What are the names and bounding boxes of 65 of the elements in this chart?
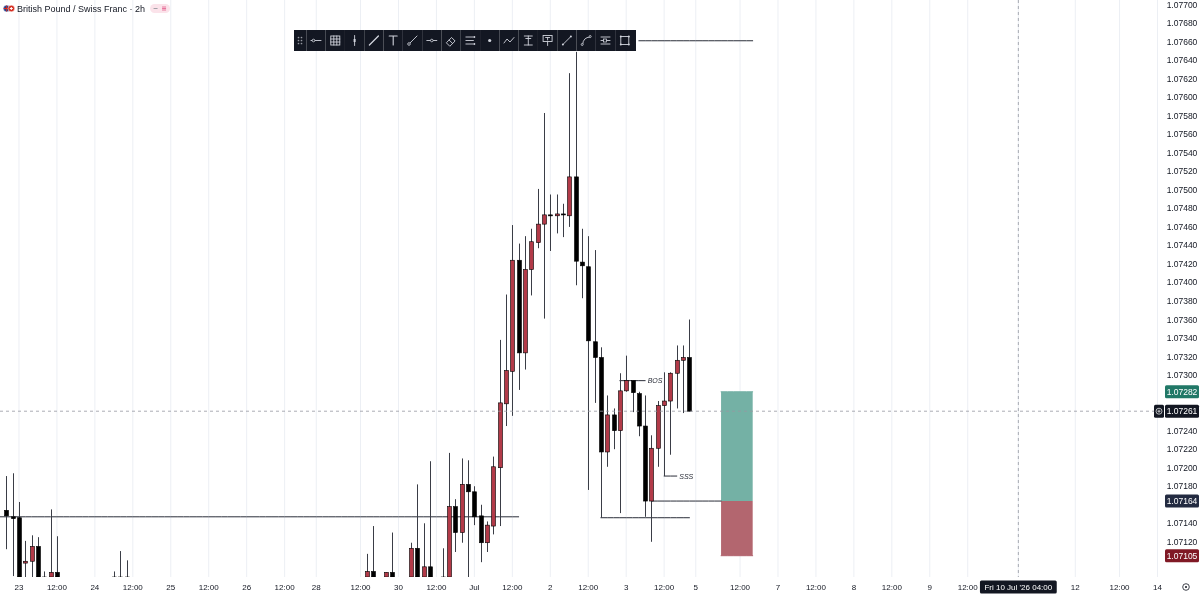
x-tick-label: 12:00 [881,582,903,592]
x-tick-label: 12:00 [654,582,675,592]
x-tick-label: 28 [311,582,322,592]
y-tick-label: 1.07420 [1166,258,1198,269]
x-tick-label: 3 [623,582,629,592]
y-tick-label: 1.07640 [1166,55,1198,66]
y-tick-label: 1.07200 [1166,462,1198,473]
y-tick-label: 1.07380 [1166,296,1198,306]
y-tick-label: 1.07560 [1166,129,1198,140]
x-tick-label: 12:00 [426,582,447,592]
x-tick-label: 12:00 [274,582,296,592]
y-tick-label: 1.07120 [1166,536,1198,547]
x-tick-label: 12:00 [957,582,979,592]
y-tick-label: 1.07480 [1166,203,1198,214]
y-tick-label: 1.07600 [1166,92,1198,103]
y-tick-label: 1.07164 [1166,496,1198,507]
y-tick-label: 1.07520 [1166,166,1198,177]
y-tick-label: 1.07320 [1166,351,1198,362]
y-tick-label: 1.07500 [1166,184,1198,195]
x-tick-label: 26 [242,582,252,592]
y-tick-label: 1.07105 [1166,550,1198,561]
y-tick-label: 1.07140 [1166,518,1198,529]
x-tick-label: 12:00 [46,582,68,592]
y-tick-label: 1.07180 [1166,481,1198,492]
y-tick-label: 1.07240 [1166,425,1198,436]
y-tick-label: 1.07700 [1166,0,1198,10]
y-tick-label: 1.07400 [1166,277,1198,288]
chart-title: British Pound / Swiss Franc · 2h [17,3,146,14]
x-tick-label: 23 [14,582,24,592]
x-tick-label: 12:00 [350,582,372,592]
x-tick-label: 12:00 [502,582,523,592]
y-tick-label: 1.07620 [1166,73,1198,84]
candlestick [631,380,636,413]
x-tick-label: 8 [851,582,857,592]
x-tick-label: 12:00 [730,582,751,592]
x-tick-label: 5 [693,582,699,592]
x-tick-label: 12:00 [1109,582,1131,592]
x-tick-label: 30 [394,582,404,592]
x-tick-label: 12:00 [578,582,599,592]
x-tick-label: 2 [548,582,554,592]
x-tick-label: 12:00 [198,582,220,592]
x-tick-label: 12:00 [805,582,827,592]
y-tick-label: 1.07282 [1166,386,1198,397]
x-tick-label: 7 [775,582,781,592]
x-tick-label: 25 [166,582,176,592]
x-tick-label: 12:00 [122,582,144,592]
y-tick-label: 1.07660 [1166,36,1198,47]
candlestick [125,559,130,577]
x-tick-label: 12 [1070,582,1081,592]
y-tick-label: 1.07680 [1166,18,1198,29]
x-tick-label: 14 [1153,582,1163,592]
candlestick [4,475,9,550]
y-tick-label: 1.07540 [1166,147,1198,158]
x-tick-label: 24 [90,582,100,592]
ref-line-label: 1.07261 [1166,406,1198,417]
x-tick-label: Jul [469,582,480,592]
y-tick-label: 1.07360 [1166,314,1198,325]
y-tick-label: 1.07580 [1166,110,1198,121]
y-tick-label: 1.07340 [1166,333,1198,344]
y-tick-label: 1.07460 [1166,221,1198,232]
y-tick-label: 1.07440 [1166,240,1198,251]
x-tick-label: 9 [927,582,933,592]
y-tick-label: 1.07300 [1166,370,1198,381]
x-tick-label: Fri 10 Jul '26 04:00 [984,582,1053,592]
y-tick-label: 1.07220 [1166,444,1198,455]
